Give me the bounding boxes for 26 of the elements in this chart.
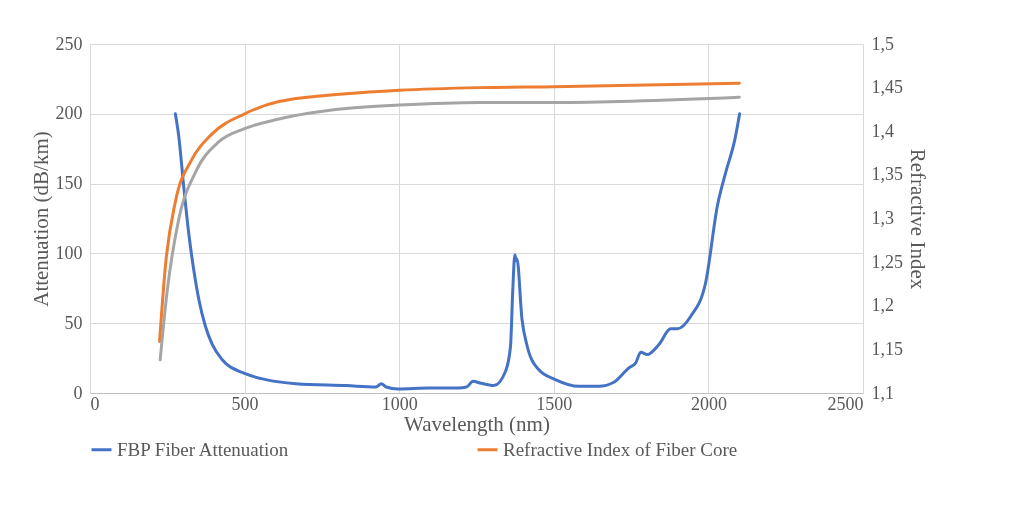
y-tick-label: 150 bbox=[55, 173, 83, 194]
x-tick-label: 500 bbox=[231, 393, 259, 414]
y2-tick-label: 1,2 bbox=[871, 295, 894, 316]
y2-tick-label: 1,35 bbox=[871, 164, 903, 185]
y2-tick-label: 1,25 bbox=[871, 251, 903, 272]
x-tick-label: 0 bbox=[90, 393, 100, 414]
y2-tick-label: 1,15 bbox=[871, 338, 903, 359]
x-tick-label: 1000 bbox=[381, 393, 418, 414]
y-axis-title: Attenuation (dB/km) bbox=[28, 131, 53, 307]
x-axis-title: Wavelength (nm) bbox=[404, 411, 550, 436]
y2-tick-label: 1,4 bbox=[871, 120, 894, 141]
y-tick-label: 100 bbox=[55, 242, 83, 263]
y-tick-label: 250 bbox=[55, 33, 83, 54]
y2-tick-label: 1,3 bbox=[871, 208, 894, 228]
y2-tick-label: 1,5 bbox=[871, 33, 894, 54]
x-tick-label: 2500 bbox=[827, 393, 864, 414]
line-series bbox=[173, 112, 742, 391]
y2-tick-label: 1,1 bbox=[871, 382, 894, 403]
x-tick-label: 1500 bbox=[536, 393, 573, 414]
legend-label: FBP Fiber Attenuation bbox=[117, 438, 289, 460]
y2-tick-label: 1,45 bbox=[871, 77, 903, 98]
y-tick-label: 50 bbox=[64, 312, 83, 333]
legend-label: Refractive Index of Fiber Core bbox=[503, 438, 738, 460]
y2-axis-title: Refractive Index bbox=[906, 148, 930, 290]
x-tick-label: 2000 bbox=[690, 393, 727, 414]
y-tick-label: 200 bbox=[55, 103, 83, 124]
